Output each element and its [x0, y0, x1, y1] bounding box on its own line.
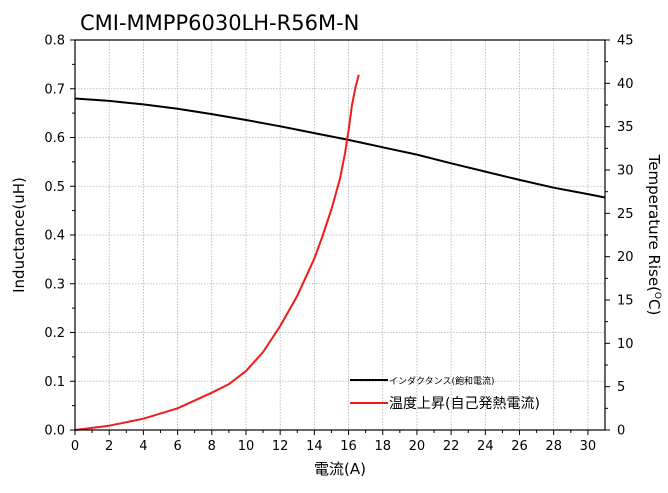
y2-tick-label: 5	[617, 380, 625, 395]
y2-tick-label: 15	[617, 294, 634, 309]
legend-label-temperature: 温度上昇(自己発熱電流)	[389, 396, 540, 412]
x-tick-label: 20	[409, 439, 426, 454]
chart-title: CMI-MMPP6030LH-R56M-N	[80, 11, 359, 35]
x-tick-label: 2	[105, 439, 113, 454]
y2-axis-title-degree: O	[652, 292, 662, 299]
y2-tick-label: 0	[617, 424, 625, 439]
x-tick-label: 8	[208, 439, 216, 454]
y-tick-label: 0.1	[44, 375, 65, 390]
y2-axis-title-end: C)	[645, 299, 663, 315]
series-lines	[74, 74, 606, 431]
x-tick-label: 30	[580, 439, 597, 454]
x-tick-label: 22	[443, 439, 460, 454]
legend-label-inductance: インダクタンス(飽和電流)	[389, 375, 494, 387]
y2-axis-title: Temperature Rise(OC)	[645, 154, 663, 316]
y-axis-title: Inductance(uH)	[10, 177, 28, 293]
y-tick-label: 0.8	[44, 34, 65, 49]
y-tick-label: 0.4	[44, 229, 65, 244]
grid	[75, 40, 605, 430]
y-tick-label: 0.6	[44, 131, 65, 146]
y2-tick-label: 25	[617, 207, 634, 222]
x-tick-label: 14	[306, 439, 323, 454]
x-tick-label: 16	[340, 439, 357, 454]
y2-tick-label: 10	[617, 337, 634, 352]
y-tick-label: 0.5	[44, 180, 65, 195]
x-axis-title: 電流(A)	[314, 460, 366, 478]
y-tick-label: 0.7	[44, 82, 65, 97]
axis-ticks: 0 2 4 6 8 10 12 14 16 18 20 22 24 26 28 300.00.10.20.30…	[44, 34, 633, 455]
y2-tick-label: 40	[617, 77, 634, 92]
y2-tick-label: 30	[617, 164, 634, 179]
x-tick-label: 28	[545, 439, 562, 454]
y2-tick-label: 35	[617, 120, 634, 135]
x-tick-label: 18	[374, 439, 391, 454]
x-tick-label: 12	[272, 439, 289, 454]
legend: インダクタンス(飽和電流) 温度上昇(自己発熱電流)	[350, 375, 540, 412]
y2-axis-title-main: Temperature Rise(	[645, 154, 663, 292]
y2-tick-label: 45	[617, 34, 634, 49]
x-tick-label: 0	[71, 439, 79, 454]
x-tick-label: 6	[173, 439, 181, 454]
y-tick-label: 0.0	[44, 424, 65, 439]
x-tick-label: 26	[511, 439, 528, 454]
x-tick-label: 4	[139, 439, 147, 454]
y-tick-label: 0.3	[44, 277, 65, 292]
x-tick-label: 24	[477, 439, 494, 454]
series-line-inductance	[74, 97, 606, 199]
x-tick-label: 10	[238, 439, 255, 454]
y2-tick-label: 20	[617, 250, 634, 265]
y-tick-label: 0.2	[44, 326, 65, 341]
series-line-temperature	[74, 74, 360, 431]
